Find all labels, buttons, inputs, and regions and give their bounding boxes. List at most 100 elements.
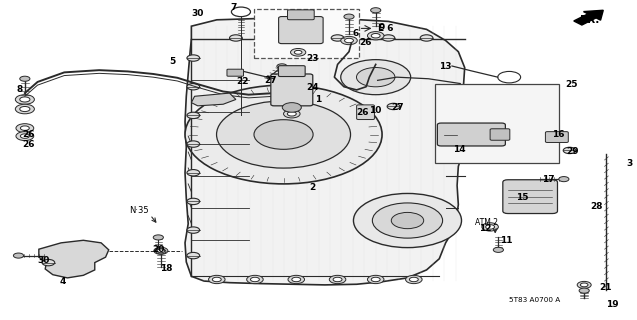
Circle shape <box>368 32 384 40</box>
Circle shape <box>344 14 354 19</box>
Text: 23: 23 <box>306 54 319 63</box>
Circle shape <box>577 281 591 288</box>
Text: ATM 2: ATM 2 <box>475 218 498 227</box>
Circle shape <box>187 84 199 90</box>
Circle shape <box>357 68 395 87</box>
Text: 5T83 A0700 A: 5T83 A0700 A <box>509 297 560 303</box>
Circle shape <box>229 35 242 41</box>
Circle shape <box>493 247 503 252</box>
Text: 12: 12 <box>479 224 491 233</box>
Circle shape <box>280 35 293 41</box>
Circle shape <box>16 124 34 132</box>
Circle shape <box>185 85 382 184</box>
Circle shape <box>294 50 302 54</box>
FancyBboxPatch shape <box>227 69 243 76</box>
Text: 13: 13 <box>440 62 452 71</box>
Circle shape <box>20 107 30 112</box>
Circle shape <box>283 110 300 118</box>
FancyBboxPatch shape <box>278 17 323 44</box>
Circle shape <box>579 288 589 293</box>
Circle shape <box>354 194 462 248</box>
Circle shape <box>345 38 354 43</box>
Polygon shape <box>185 18 464 285</box>
Circle shape <box>247 275 263 284</box>
Circle shape <box>371 277 380 282</box>
Circle shape <box>329 275 346 284</box>
Circle shape <box>333 277 342 282</box>
Circle shape <box>331 35 344 41</box>
Circle shape <box>387 103 400 110</box>
Text: 18: 18 <box>160 264 172 274</box>
Circle shape <box>16 132 34 140</box>
Polygon shape <box>191 93 236 106</box>
Circle shape <box>382 35 395 41</box>
Circle shape <box>156 249 166 254</box>
Text: 17: 17 <box>542 175 555 184</box>
Text: FR.: FR. <box>580 15 600 25</box>
Circle shape <box>157 249 165 253</box>
Circle shape <box>154 235 164 240</box>
Text: 30: 30 <box>37 257 50 266</box>
Circle shape <box>406 275 422 284</box>
FancyBboxPatch shape <box>503 180 557 213</box>
Circle shape <box>217 101 350 168</box>
Circle shape <box>187 55 199 61</box>
Text: 16: 16 <box>552 130 564 139</box>
Text: 5: 5 <box>169 57 175 66</box>
Circle shape <box>187 112 199 119</box>
Circle shape <box>410 277 419 282</box>
Text: 11: 11 <box>500 236 512 245</box>
Text: 10: 10 <box>369 106 382 115</box>
FancyBboxPatch shape <box>490 129 510 140</box>
FancyBboxPatch shape <box>278 66 305 76</box>
Text: 7: 7 <box>231 3 237 12</box>
Circle shape <box>187 141 199 147</box>
Text: 25: 25 <box>565 80 578 89</box>
Circle shape <box>15 95 34 104</box>
Text: 26: 26 <box>22 140 35 149</box>
Circle shape <box>282 103 301 112</box>
Circle shape <box>187 227 199 233</box>
Text: E 6: E 6 <box>378 24 393 33</box>
Circle shape <box>391 212 424 229</box>
Circle shape <box>20 76 30 81</box>
Bar <box>254 9 359 58</box>
Polygon shape <box>39 240 109 278</box>
Circle shape <box>287 112 296 116</box>
Text: 21: 21 <box>599 283 612 292</box>
FancyBboxPatch shape <box>438 123 505 146</box>
Circle shape <box>290 49 306 56</box>
Circle shape <box>13 253 24 258</box>
Text: 28: 28 <box>590 202 603 211</box>
Circle shape <box>371 34 380 38</box>
Circle shape <box>371 8 381 13</box>
Circle shape <box>563 147 576 154</box>
Circle shape <box>292 277 301 282</box>
Circle shape <box>420 35 433 41</box>
Text: 6: 6 <box>352 29 359 38</box>
Circle shape <box>559 177 569 182</box>
Text: 4: 4 <box>60 277 66 286</box>
Circle shape <box>482 223 498 231</box>
FancyBboxPatch shape <box>271 74 313 106</box>
Circle shape <box>254 120 313 149</box>
Circle shape <box>250 277 259 282</box>
FancyBboxPatch shape <box>357 105 375 120</box>
Text: 26: 26 <box>22 130 35 139</box>
Circle shape <box>15 104 34 114</box>
Text: 27: 27 <box>264 76 276 85</box>
Circle shape <box>20 134 29 138</box>
Text: 27: 27 <box>392 103 404 112</box>
FancyBboxPatch shape <box>287 10 314 20</box>
Text: 20: 20 <box>152 245 164 254</box>
Circle shape <box>288 275 304 284</box>
Text: 8: 8 <box>17 85 23 94</box>
Circle shape <box>187 198 199 204</box>
Circle shape <box>341 36 357 45</box>
Circle shape <box>187 252 199 259</box>
Text: N·35: N·35 <box>129 206 149 215</box>
Circle shape <box>208 275 225 284</box>
Circle shape <box>341 60 411 95</box>
Text: 29: 29 <box>566 147 579 156</box>
Circle shape <box>277 64 287 69</box>
